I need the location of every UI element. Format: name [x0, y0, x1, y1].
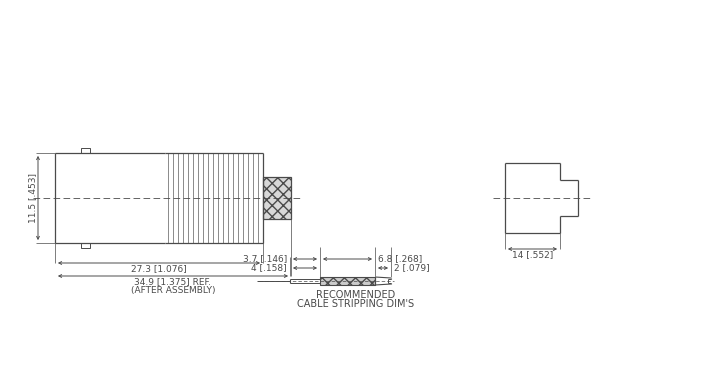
Bar: [81, 243, 90, 248]
Text: RECOMMENDED: RECOMMENDED: [316, 290, 395, 300]
Text: 6.8 [.268]: 6.8 [.268]: [378, 255, 422, 264]
Text: CABLE STRIPPING DIM'S: CABLE STRIPPING DIM'S: [297, 299, 414, 309]
Text: (AFTER ASSEMBLY): (AFTER ASSEMBLY): [131, 285, 215, 294]
Bar: [320, 277, 375, 285]
Text: 4 [.158]: 4 [.158]: [251, 264, 287, 273]
Bar: [263, 177, 291, 219]
Text: 3.7 [.146]: 3.7 [.146]: [243, 255, 287, 264]
Text: 2 [.079]: 2 [.079]: [394, 264, 430, 273]
Text: 14 [.552]: 14 [.552]: [512, 251, 553, 260]
Text: 27.3 [1.076]: 27.3 [1.076]: [131, 264, 187, 273]
Text: 11.5 [.453]: 11.5 [.453]: [29, 173, 37, 223]
Text: 34.9 [1.375] REF.: 34.9 [1.375] REF.: [135, 278, 212, 287]
Bar: [81, 148, 90, 153]
